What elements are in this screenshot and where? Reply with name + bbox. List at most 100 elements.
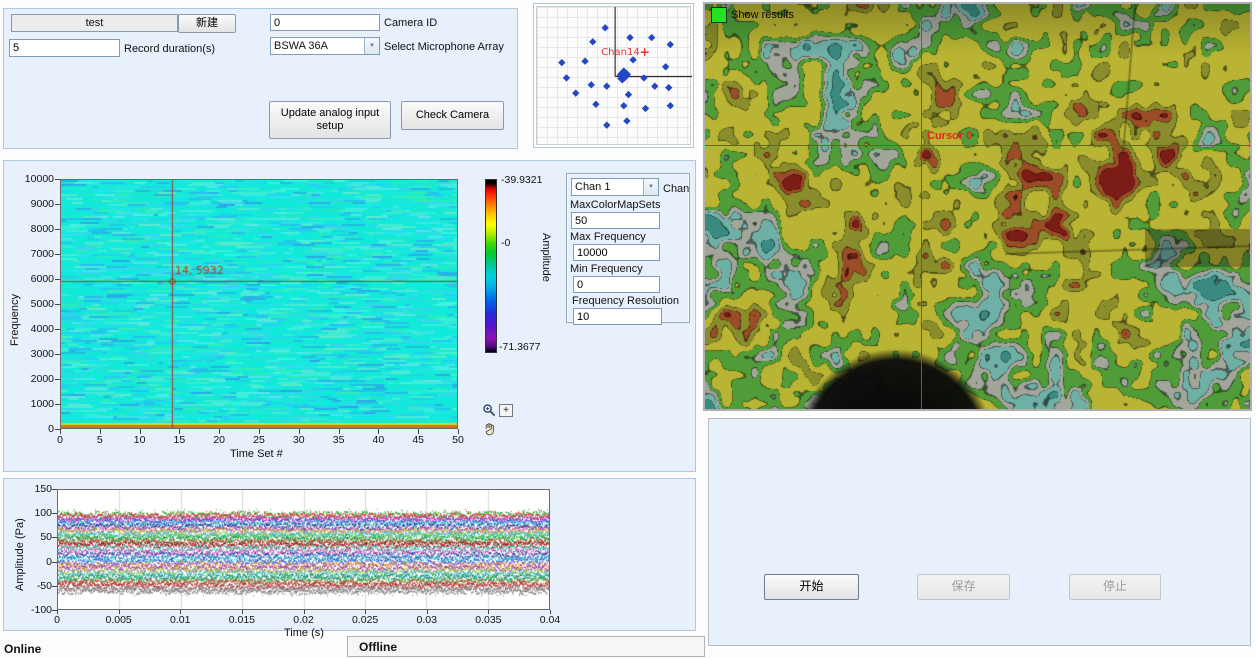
waveform-xtick-mark bbox=[180, 610, 181, 614]
mic-dot bbox=[662, 63, 669, 70]
mic-array-plot[interactable]: Chan14 bbox=[536, 6, 691, 145]
chevron-down-icon[interactable]: ▼ bbox=[643, 179, 658, 195]
min-frequency-input[interactable] bbox=[573, 276, 660, 293]
colorbar-max-label: -39.9321 bbox=[501, 174, 542, 186]
waveform-xtick: 0.04 bbox=[530, 614, 570, 626]
spectrogram-ytick-mark bbox=[55, 254, 60, 255]
waveform-plot[interactable] bbox=[57, 489, 550, 610]
mic-dot bbox=[602, 24, 609, 31]
spectrogram-xtick-mark bbox=[418, 429, 419, 434]
waveform-ytick-mark bbox=[52, 562, 57, 563]
record-duration-input[interactable] bbox=[9, 39, 120, 57]
spectrogram-ytick: 5000 bbox=[12, 298, 54, 310]
spectrogram-ytick-mark bbox=[55, 229, 60, 230]
mic-dot bbox=[623, 117, 630, 124]
stop-button[interactable]: 停止 bbox=[1069, 574, 1161, 600]
spectrogram-xtick: 5 bbox=[85, 434, 115, 446]
spectrogram-xtick-mark bbox=[378, 429, 379, 434]
channel-controls-box: Chan 1 ▼ Chan MaxColorMapSets Max Freque… bbox=[566, 173, 690, 323]
spectrogram-xtick: 25 bbox=[244, 434, 274, 446]
check-camera-button[interactable]: Check Camera bbox=[401, 101, 504, 130]
start-button[interactable]: 开始 bbox=[764, 574, 859, 600]
mic-dot bbox=[625, 91, 632, 98]
spectrogram-xtick-mark bbox=[259, 429, 260, 434]
max-colormap-input[interactable] bbox=[571, 212, 660, 229]
zoom-plus-box-icon[interactable]: + bbox=[499, 404, 513, 417]
spectrogram-ytick-mark bbox=[55, 404, 60, 405]
colorbar-min-label: -71.3677 bbox=[499, 341, 540, 353]
show-results-label: Show results bbox=[731, 9, 794, 21]
offline-status-label: Offline bbox=[359, 640, 397, 654]
chevron-down-icon[interactable]: ▼ bbox=[364, 38, 379, 54]
mic-dot bbox=[640, 74, 647, 81]
camera-view[interactable]: Cursor 0 Show results bbox=[703, 2, 1252, 411]
spectrogram-ytick: 8000 bbox=[12, 223, 54, 235]
max-frequency-input[interactable] bbox=[573, 244, 660, 261]
camera-id-input[interactable] bbox=[270, 14, 380, 31]
spectrogram-xtick-mark bbox=[339, 429, 340, 434]
mic-dot bbox=[603, 83, 610, 90]
spectrogram-ytick: 7000 bbox=[12, 248, 54, 260]
mic-dot bbox=[589, 38, 596, 45]
mic-array-dropdown[interactable]: BSWA 36A ▼ bbox=[270, 37, 380, 55]
spectrogram-xtick-mark bbox=[179, 429, 180, 434]
spectrogram-ytick-mark bbox=[55, 204, 60, 205]
waveform-xtick: 0.025 bbox=[345, 614, 385, 626]
spectrogram-xtick-mark bbox=[60, 429, 61, 434]
zoom-tool-icon[interactable] bbox=[482, 403, 497, 421]
spectrogram-ytick: 1000 bbox=[12, 398, 54, 410]
mic-dot bbox=[667, 102, 674, 109]
waveform-ytick: 0 bbox=[10, 556, 52, 568]
pan-hand-icon[interactable] bbox=[483, 422, 497, 439]
mic-dot bbox=[648, 34, 655, 41]
mic-dot bbox=[620, 102, 627, 109]
save-button[interactable]: 保存 bbox=[917, 574, 1010, 600]
spectrogram-ytick: 3000 bbox=[12, 348, 54, 360]
chan-label: Chan bbox=[663, 183, 689, 195]
mic-dot bbox=[642, 105, 649, 112]
spectrogram-ytick-mark bbox=[55, 354, 60, 355]
mic-dot bbox=[572, 90, 579, 97]
spectrogram-xtick-mark bbox=[458, 429, 459, 434]
test-name-field[interactable]: test bbox=[11, 14, 178, 32]
waveform-ytick: -50 bbox=[10, 580, 52, 592]
new-button[interactable]: 新建 bbox=[178, 14, 236, 33]
spectrogram-xtick: 0 bbox=[45, 434, 75, 446]
spectrogram-xtick: 35 bbox=[324, 434, 354, 446]
spectrogram-xtick: 50 bbox=[443, 434, 473, 446]
acoustic-map-canvas[interactable] bbox=[705, 4, 1250, 409]
spectrogram-plot[interactable] bbox=[60, 179, 458, 429]
mic-dot bbox=[665, 84, 672, 91]
mic-dot bbox=[651, 83, 658, 90]
amplitude-colorbar[interactable] bbox=[485, 179, 497, 353]
camera-cursor-label: Cursor 0 bbox=[927, 130, 972, 142]
show-results-checkbox[interactable] bbox=[711, 7, 727, 23]
mic-dot bbox=[626, 34, 633, 41]
spectrogram-ytick-mark bbox=[55, 304, 60, 305]
frequency-resolution-input[interactable] bbox=[573, 308, 662, 325]
waveform-ytick-mark bbox=[52, 513, 57, 514]
camera-cursor-vline[interactable] bbox=[921, 4, 922, 409]
frequency-resolution-label: Frequency Resolution bbox=[572, 295, 679, 307]
spectrogram-ytick-mark bbox=[55, 329, 60, 330]
waveform-xtick: 0.035 bbox=[468, 614, 508, 626]
spectrogram-xtick: 15 bbox=[164, 434, 194, 446]
mic-dot bbox=[592, 101, 599, 108]
spectrogram-ytick: 9000 bbox=[12, 198, 54, 210]
camera-cursor-hline[interactable] bbox=[705, 145, 1250, 146]
update-analog-line1: Update analog input bbox=[281, 107, 379, 119]
waveform-canvas[interactable] bbox=[58, 490, 549, 609]
mic-array-selected-value: BSWA 36A bbox=[271, 40, 364, 52]
panel-run-controls: 开始 保存 停止 bbox=[708, 418, 1251, 646]
chan-dropdown[interactable]: Chan 1 ▼ bbox=[571, 178, 659, 196]
update-analog-input-button[interactable]: Update analog input setup bbox=[269, 101, 391, 139]
panel-spectrogram: Frequency Time Set # -39.9321 -0 -71.367… bbox=[3, 160, 696, 472]
mic-dot bbox=[563, 74, 570, 81]
mic-dot bbox=[667, 41, 674, 48]
waveform-xtick-mark bbox=[57, 610, 58, 614]
spectrogram-canvas[interactable] bbox=[61, 180, 457, 428]
waveform-ytick: 150 bbox=[10, 483, 52, 495]
spectrogram-ytick: 10000 bbox=[12, 173, 54, 185]
panel-mic-array: Chan14 bbox=[533, 3, 694, 148]
mic-dot bbox=[558, 59, 565, 66]
